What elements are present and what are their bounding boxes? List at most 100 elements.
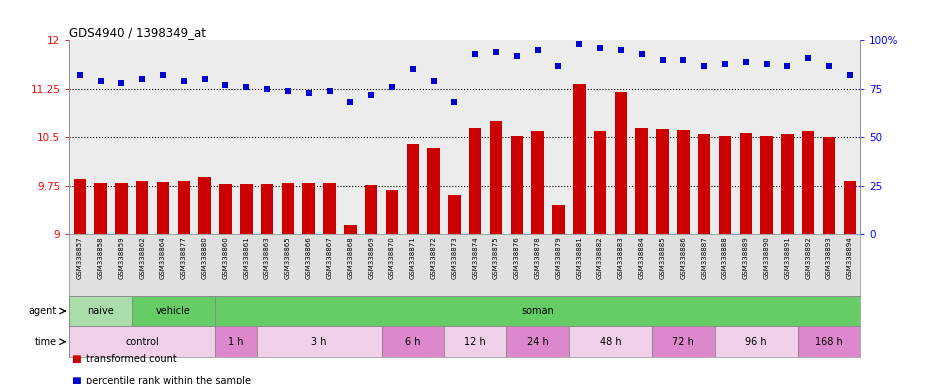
Bar [219,184,231,234]
Point [93,78,108,84]
Text: GSM338891: GSM338891 [784,237,790,280]
Text: GSM338876: GSM338876 [514,237,520,280]
Point [385,84,400,90]
Point [239,84,253,90]
Text: GSM338872: GSM338872 [431,237,437,279]
Text: GSM338871: GSM338871 [410,237,415,280]
Bar [656,129,669,234]
Bar [714,326,797,357]
Text: GSM338894: GSM338894 [847,237,853,279]
Point [302,89,316,96]
Text: GSM338884: GSM338884 [639,237,645,279]
Bar [344,225,356,234]
Bar [69,296,132,326]
Bar [74,179,86,234]
Text: GSM338860: GSM338860 [223,237,228,280]
Bar [323,183,336,234]
Text: GSM338865: GSM338865 [285,237,290,279]
Text: GDS4940 / 1398349_at: GDS4940 / 1398349_at [69,26,206,39]
Point [801,55,816,61]
Bar [215,326,257,357]
Bar [719,136,731,234]
Bar [178,181,190,234]
Point [447,99,462,106]
Text: GSM338878: GSM338878 [535,237,540,280]
Text: 12 h: 12 h [464,337,487,347]
Point [405,66,420,73]
Text: naive: naive [87,306,114,316]
Point [635,51,649,57]
Bar [739,133,752,234]
Bar [797,326,860,357]
Text: GSM338867: GSM338867 [327,237,332,280]
Text: GSM338882: GSM338882 [598,237,603,279]
Point [530,47,545,53]
Bar [257,326,382,357]
Text: 96 h: 96 h [746,337,767,347]
Bar [427,148,439,234]
Text: GSM338883: GSM338883 [618,237,623,280]
Text: 168 h: 168 h [815,337,843,347]
Text: GSM338862: GSM338862 [140,237,145,279]
Text: ■: ■ [71,376,81,384]
Point [72,72,87,78]
Bar [448,195,461,234]
Bar [652,326,714,357]
Text: GSM338869: GSM338869 [368,237,374,280]
Bar [569,326,652,357]
Text: GSM338875: GSM338875 [493,237,499,279]
Point [718,61,733,67]
Bar [552,205,564,234]
Text: GSM338858: GSM338858 [98,237,104,279]
Text: GSM338877: GSM338877 [181,237,187,280]
Bar [802,131,814,234]
Bar [382,326,444,357]
Bar [115,182,128,234]
Point [260,86,275,92]
Text: GSM338885: GSM338885 [660,237,665,279]
Bar [69,326,215,357]
Point [843,72,857,78]
Text: soman: soman [522,306,554,316]
Text: 24 h: 24 h [526,337,549,347]
Text: control: control [126,337,159,347]
Point [821,63,836,69]
Point [177,78,191,84]
Point [488,49,503,55]
Bar [531,131,544,234]
Bar [136,180,148,234]
Point [280,88,295,94]
Point [551,63,566,69]
Bar [261,184,274,234]
Bar [594,131,607,234]
Point [343,99,358,106]
Point [468,51,483,57]
Bar [198,177,211,234]
Bar [94,182,106,234]
Bar [489,121,502,234]
Bar [444,326,507,357]
Bar [406,144,419,234]
Text: 1 h: 1 h [228,337,243,347]
Point [759,61,774,67]
Text: GSM338863: GSM338863 [265,237,270,280]
Text: GSM338857: GSM338857 [77,237,82,279]
Point [364,91,378,98]
Bar [635,127,647,234]
Point [593,45,608,51]
Text: GSM338888: GSM338888 [722,237,728,280]
Bar [573,84,586,234]
Bar [511,136,524,234]
Bar [132,296,215,326]
Point [218,82,233,88]
Text: GSM338873: GSM338873 [451,237,457,280]
Bar [677,129,689,234]
Text: GSM338859: GSM338859 [118,237,124,279]
Text: 72 h: 72 h [672,337,695,347]
Text: GSM338866: GSM338866 [306,237,312,280]
Bar [507,326,569,357]
Text: GSM338889: GSM338889 [743,237,748,280]
Text: GSM338887: GSM338887 [701,237,707,280]
Text: GSM338874: GSM338874 [473,237,478,279]
Point [197,76,212,82]
